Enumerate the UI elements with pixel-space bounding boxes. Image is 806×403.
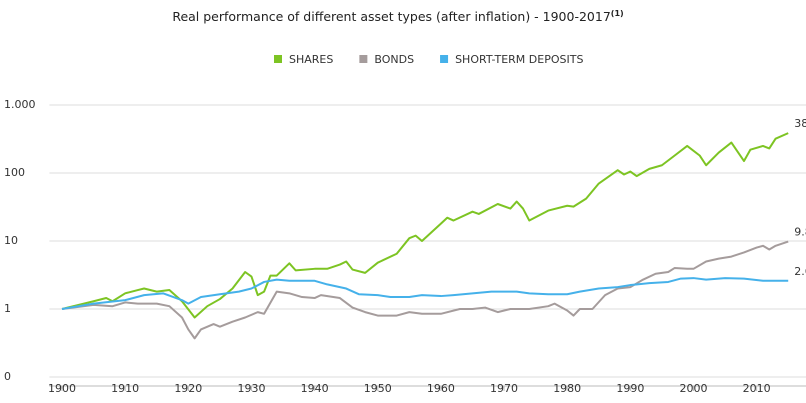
x-tick-label: 1940: [301, 382, 329, 395]
legend-label: SHORT-TERM DEPOSITS: [455, 53, 583, 66]
legend: SHARES BONDS SHORT-TERM DEPOSITS: [274, 53, 583, 66]
chart-title: Real performance of different asset type…: [172, 9, 623, 24]
y-tick-label: 1.000: [4, 98, 36, 111]
x-tick-label: 1990: [616, 382, 644, 395]
value-label: 9.8: [794, 226, 806, 239]
x-tick-label: 1960: [427, 382, 455, 395]
x-tick-label: 1980: [553, 382, 581, 395]
x-tick-label: 2010: [743, 382, 771, 395]
y-tick-label: 100: [4, 166, 25, 179]
title-text: Real performance of different asset type…: [172, 9, 610, 24]
x-tick-label: 1950: [364, 382, 392, 395]
y-tick-label: 10: [4, 234, 18, 247]
legend-label: SHARES: [289, 53, 333, 66]
y-tick-label: 0: [4, 370, 11, 383]
value-label: 2.6: [794, 265, 806, 278]
y-tick-label: 1: [4, 302, 11, 315]
value-label: 386.0: [794, 117, 806, 130]
series-line: [61, 132, 789, 319]
legend-label: BONDS: [374, 53, 414, 66]
title-note: (1): [611, 9, 624, 18]
legend-swatch: [440, 55, 449, 63]
x-tick-label: 1900: [48, 382, 76, 395]
x-tick-label: 1910: [111, 382, 139, 395]
x-tick-label: 1970: [490, 382, 518, 395]
legend-swatch: [359, 55, 368, 63]
x-tick-label: 2000: [679, 382, 707, 395]
x-tick-label: 1930: [237, 382, 265, 395]
legend-swatch: [274, 55, 282, 63]
series-line: [61, 240, 789, 340]
x-tick-label: 1920: [174, 382, 202, 395]
series-line: [61, 277, 789, 310]
